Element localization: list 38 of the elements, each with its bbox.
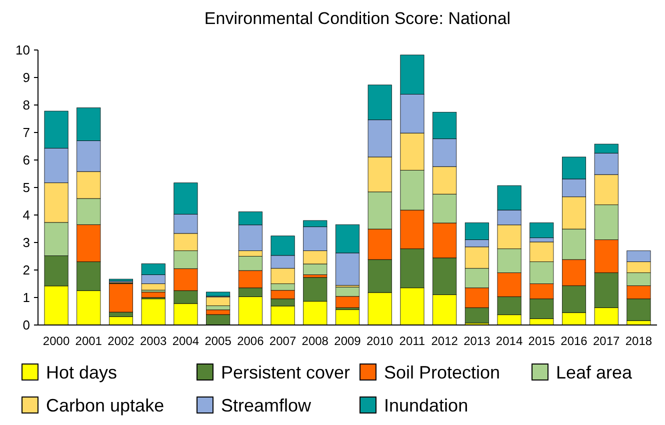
x-tick-label: 2006 xyxy=(237,334,264,348)
x-tick-label: 2007 xyxy=(269,334,296,348)
legend-label: Persistent cover xyxy=(221,362,350,382)
x-tick-label: 2000 xyxy=(42,334,70,348)
x-tick-label: 2017 xyxy=(593,334,620,348)
x-tick-label: 2013 xyxy=(464,334,491,348)
legend-label: Streamflow xyxy=(221,395,312,416)
legend-label: Soil Protection xyxy=(384,362,500,382)
x-tick-label: 2005 xyxy=(204,334,232,348)
x-tick-label: 2004 xyxy=(172,334,200,348)
y-tick-label: 6 xyxy=(22,152,30,168)
x-tick-label: 2010 xyxy=(366,334,394,348)
chart-title: Environmental Condition Score: National xyxy=(204,9,511,28)
x-tick-label: 2015 xyxy=(528,334,556,348)
y-tick-label: 1 xyxy=(22,290,30,306)
y-tick-label: 9 xyxy=(22,70,30,86)
y-tick-label: 2 xyxy=(22,262,30,278)
x-tick-label: 2011 xyxy=(399,334,426,348)
x-tick-label: 2002 xyxy=(108,334,135,348)
legend-label: Inundation xyxy=(384,395,468,416)
y-tick-label: 10 xyxy=(16,42,30,58)
x-tick-label: 2001 xyxy=(75,334,102,348)
y-tick-label: 0 xyxy=(22,318,30,333)
x-tick-label: 2003 xyxy=(140,334,168,348)
y-tick-label: 4 xyxy=(22,208,30,223)
x-tick-label: 2008 xyxy=(302,334,329,348)
legend-label: Carbon uptake xyxy=(46,395,164,416)
legend-label: Hot days xyxy=(46,362,118,382)
x-tick-label: 2009 xyxy=(334,334,362,348)
x-tick-label: 2018 xyxy=(625,334,652,348)
y-tick-label: 7 xyxy=(22,125,30,140)
y-tick-label: 8 xyxy=(22,98,30,113)
x-tick-label: 2016 xyxy=(560,334,588,348)
x-tick-label: 2012 xyxy=(431,334,458,348)
y-tick-label: 5 xyxy=(22,180,30,196)
x-tick-label: 2014 xyxy=(496,334,523,348)
legend-label: Leaf area xyxy=(556,362,634,382)
y-tick-label: 3 xyxy=(22,235,30,250)
